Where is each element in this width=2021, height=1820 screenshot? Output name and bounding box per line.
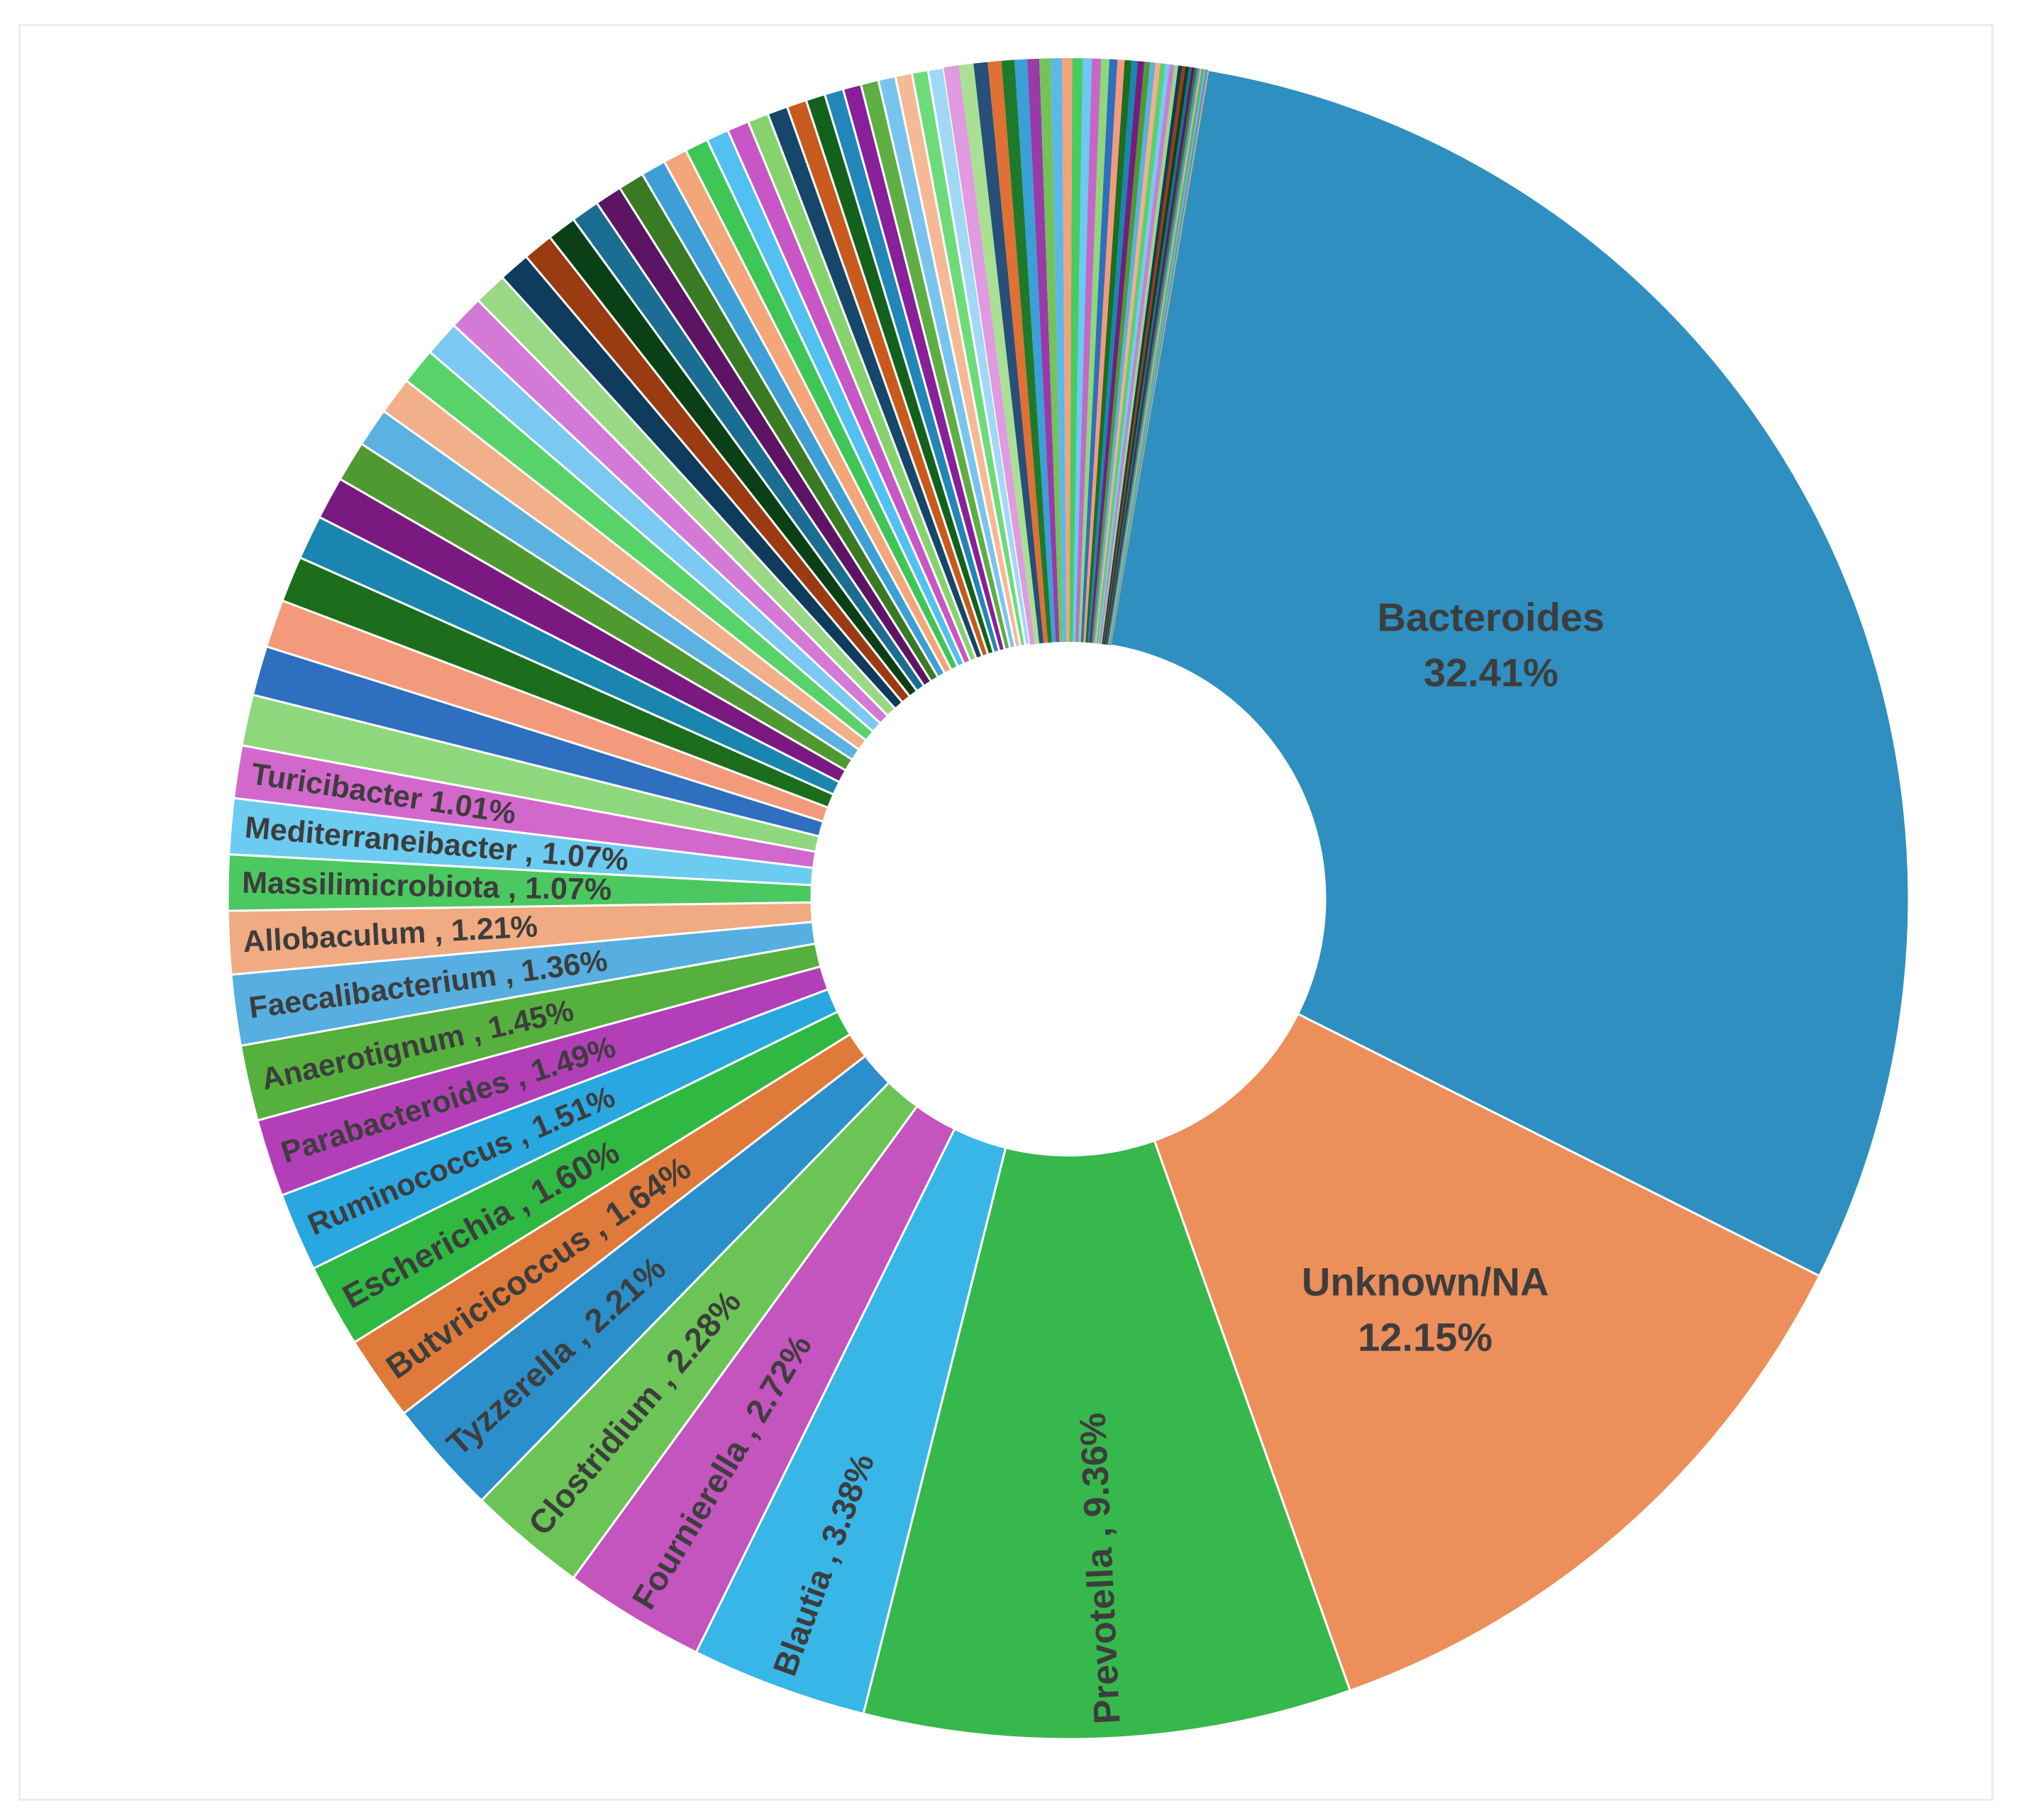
slice-other-66 [1106, 67, 1195, 645]
slice-other-62 [1102, 65, 1183, 645]
slice-other-39 [987, 60, 1048, 643]
label-unknown-na-value: 12.15% [1358, 1315, 1493, 1360]
label-unknown-na-name: Unknown/NA [1302, 1260, 1549, 1304]
slice-other-44 [1051, 58, 1067, 643]
slice-other-38 [973, 62, 1044, 644]
donut-chart: Bacteroides32.41%Unknown/NA12.15%Prevote… [226, 57, 1910, 1741]
slice-other-49 [1078, 58, 1110, 643]
slice-other-55 [1091, 61, 1151, 643]
chart-frame: Bacteroides 32.41% Unknown/NA 12.15% Prevote… [18, 24, 1993, 1801]
slice-other-63 [1102, 65, 1186, 645]
slice-other-60 [1099, 64, 1175, 644]
slice-other-72 [1110, 70, 1208, 646]
label-bacteroides-value: 32.41% [1424, 650, 1558, 695]
label-bacteroides-name: Bacteroides [1378, 595, 1605, 640]
slice-other-43 [1039, 58, 1063, 643]
slice-other-58 [1096, 63, 1165, 644]
slice-other-69 [1108, 68, 1202, 645]
slice-other-46 [1069, 58, 1083, 643]
slice-other-56 [1093, 62, 1156, 643]
slice-other-52 [1085, 60, 1132, 643]
slice-other-67 [1107, 67, 1197, 645]
label-massilimicrobiota: Massilimicrobiota , 1.07% [242, 866, 612, 907]
slice-other-42 [1026, 58, 1060, 643]
slice-bacteroides [1067, 57, 1910, 1278]
slice-group [226, 57, 1910, 1741]
slice-other-48 [1075, 58, 1102, 643]
slice-other-73 [1111, 70, 1209, 646]
donut-hole [812, 642, 1325, 1155]
slice-other-47 [1073, 58, 1092, 643]
slice-other-65 [1104, 67, 1192, 645]
slice-other-53 [1087, 60, 1139, 643]
slice-other-50 [1080, 59, 1118, 643]
slice-other-70 [1109, 69, 1205, 645]
slice-other-71 [1109, 69, 1207, 645]
slice-other-61 [1100, 65, 1179, 645]
slice-other-59 [1097, 63, 1170, 644]
slice-other-57 [1095, 62, 1161, 644]
slice-other-37 [958, 63, 1040, 645]
slice-other-68 [1107, 68, 1200, 645]
slice-other-40 [1001, 60, 1052, 643]
slice-other-41 [1014, 59, 1056, 643]
slice-other-51 [1083, 60, 1125, 643]
slice-other-64 [1104, 66, 1189, 645]
slice-other-45 [1062, 57, 1073, 643]
slice-other-54 [1089, 61, 1145, 643]
slice-other-36 [943, 65, 1035, 645]
